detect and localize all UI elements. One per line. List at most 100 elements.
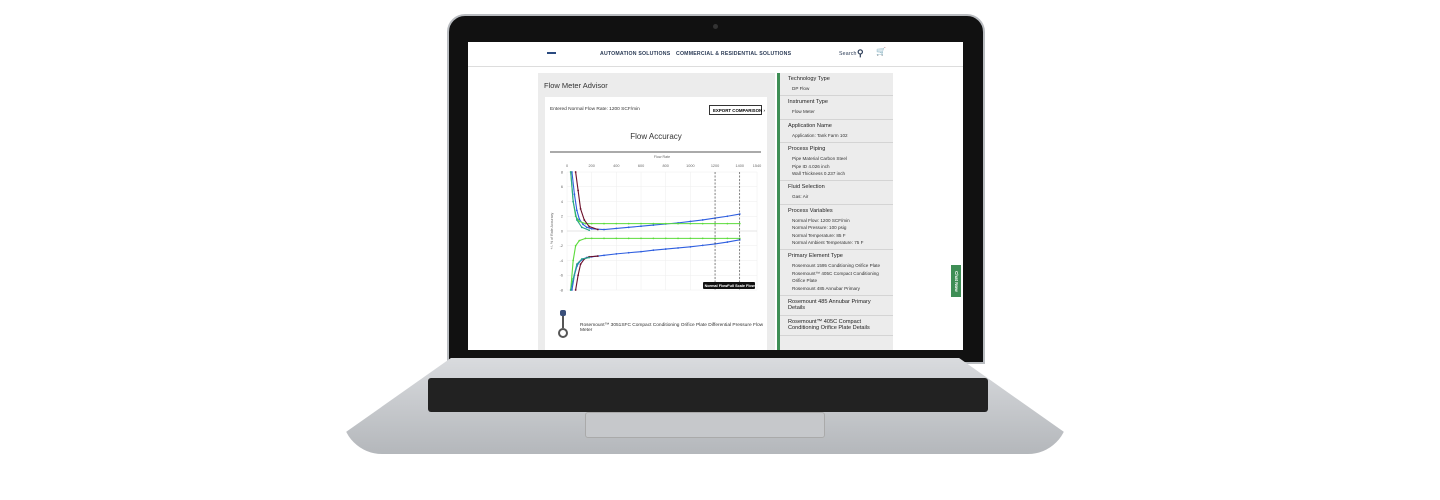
series-point	[726, 241, 729, 243]
sidebar-section[interactable]: Instrument Type Flow Meter	[780, 96, 893, 120]
series-point	[569, 289, 572, 291]
section-value: Normal Flow: 1200 SCF/min	[792, 217, 850, 223]
results-card: Entered Normal Flow Rate: 1200 SCF/min E…	[545, 97, 767, 350]
section-heading: Rosemount™ 405C Compact Conditioning Ori…	[788, 319, 870, 332]
product-name: Rosemount™ 3051SFC Compact Conditioning …	[580, 323, 764, 333]
top-nav: AUTOMATION SOLUTIONS COMMERCIAL & RESIDE…	[468, 42, 963, 67]
export-comparison-button[interactable]: EXPORT COMPARISON ›	[709, 105, 765, 115]
series-point	[627, 251, 630, 254]
section-value: DP Flow	[792, 86, 810, 91]
sidebar-section[interactable]: Application Name Application: Tank Farm 1…	[780, 120, 893, 144]
x-tick-label: 1200	[711, 164, 719, 168]
section-value: Flow Meter	[792, 109, 815, 115]
y-tick-label: 6	[561, 185, 563, 189]
series-point	[571, 171, 573, 173]
series-line	[570, 171, 740, 225]
chat-now-button[interactable]: Chat Now	[951, 265, 961, 297]
cart-icon[interactable]: 🛒	[876, 47, 887, 56]
x-tick-label: 800	[663, 164, 669, 168]
series-point	[580, 258, 583, 260]
normal-flow-label: Normal Flow	[705, 284, 728, 288]
series-point	[579, 207, 582, 210]
series-point	[588, 225, 591, 228]
series-point	[701, 219, 704, 221]
section-value: Normal Temperature: 85 F	[792, 232, 846, 238]
series-point	[590, 227, 593, 230]
sidebar-section[interactable]: Rosemount 485 Annubar Primary Details	[780, 296, 893, 317]
series-point	[579, 263, 582, 266]
section-value: Normal Pressure: 100 psig	[792, 225, 847, 231]
x-tick-label: 1400	[736, 164, 744, 168]
y-tick-label: -4	[560, 259, 563, 263]
series-point	[572, 259, 575, 262]
series-point	[575, 219, 578, 221]
sidebar-section[interactable]: Technology Type DP Flow	[780, 73, 893, 97]
series-point	[640, 237, 642, 240]
series-point	[574, 244, 577, 247]
series-point	[640, 225, 642, 228]
series-point	[588, 256, 591, 259]
series-point	[640, 250, 642, 253]
screen: AUTOMATION SOLUTIONS COMMERCIAL & RESIDE…	[468, 42, 963, 350]
series-point	[689, 222, 692, 225]
series-point	[615, 237, 618, 240]
series-point	[689, 245, 692, 248]
series-point	[726, 222, 729, 225]
series-point	[701, 244, 704, 247]
full-scale-flow-label: Full Scale Flow	[727, 284, 754, 288]
series-line	[571, 171, 740, 231]
section-heading: Fluid Selection	[788, 184, 825, 191]
series-point	[578, 239, 581, 242]
keyboard	[428, 378, 988, 412]
nav-automation[interactable]: AUTOMATION SOLUTIONS	[600, 51, 671, 57]
series-point	[585, 226, 588, 229]
series-point	[738, 237, 741, 240]
series-point	[590, 237, 593, 240]
sidebar-section[interactable]: Primary Element Type Rosemount 1595 Condi…	[780, 250, 893, 297]
series-point	[575, 263, 578, 266]
search-label[interactable]: Search	[839, 51, 857, 57]
series-point	[572, 278, 575, 280]
series-line	[575, 171, 599, 231]
section-heading: Application Name	[788, 122, 832, 129]
section-heading: Process Variables	[788, 207, 833, 214]
series-point	[689, 220, 692, 223]
series-point	[714, 237, 716, 240]
series-point	[615, 222, 618, 225]
series-point	[714, 222, 716, 225]
series-point	[596, 228, 599, 231]
y-tick-label: 2	[561, 215, 563, 219]
series-point	[677, 222, 679, 225]
section-value: Normal Ambient Temperature: 75 F	[792, 240, 864, 246]
series-point	[596, 255, 599, 257]
series-point	[569, 171, 572, 173]
search-icon[interactable]: ⚲	[857, 48, 864, 58]
series-point	[575, 209, 578, 212]
y-tick-label: -8	[560, 288, 563, 292]
y-tick-label: 8	[561, 170, 563, 174]
section-value: Application: Tank Farm 102	[792, 132, 848, 138]
summary-sidebar: Technology Type DP Flow Instrument Type Flo…	[777, 73, 893, 350]
sidebar-section[interactable]: Process Variables Normal Flow: 1200 SCF/m…	[780, 205, 893, 251]
y-tick-label: -2	[560, 244, 563, 248]
marker-label-box	[703, 282, 755, 289]
chevron-right-icon: ›	[763, 108, 765, 113]
sidebar-section[interactable]: Fluid Selection Gas: Air	[780, 181, 893, 205]
series-point	[652, 237, 655, 240]
sidebar-section[interactable]: Rosemount™ 405C Compact Conditioning Ori…	[780, 316, 893, 337]
section-value: Pipe ID 4.026 inch	[792, 163, 830, 169]
series-point	[689, 237, 692, 240]
series-point	[627, 222, 630, 225]
series-point	[590, 222, 593, 225]
series-point	[603, 228, 605, 231]
section-value: Gas: Air	[792, 194, 809, 200]
flow-accuracy-chart: Flow Accuracy Flow Rate +/- % of Rate Accu…	[550, 132, 761, 292]
nav-commercial[interactable]: COMMERCIAL & RESIDENTIAL SOLUTIONS	[676, 51, 792, 57]
export-label: EXPORT COMPARISON	[713, 108, 763, 113]
y-tick-label: 4	[561, 200, 563, 204]
logo-icon[interactable]	[547, 52, 556, 54]
series-point	[574, 289, 577, 291]
x-tick-label: 1540	[753, 164, 761, 168]
sidebar-section[interactable]: Process Piping Pipe Material Carbon Steel…	[780, 143, 893, 182]
y-tick-label: 0	[561, 229, 563, 233]
